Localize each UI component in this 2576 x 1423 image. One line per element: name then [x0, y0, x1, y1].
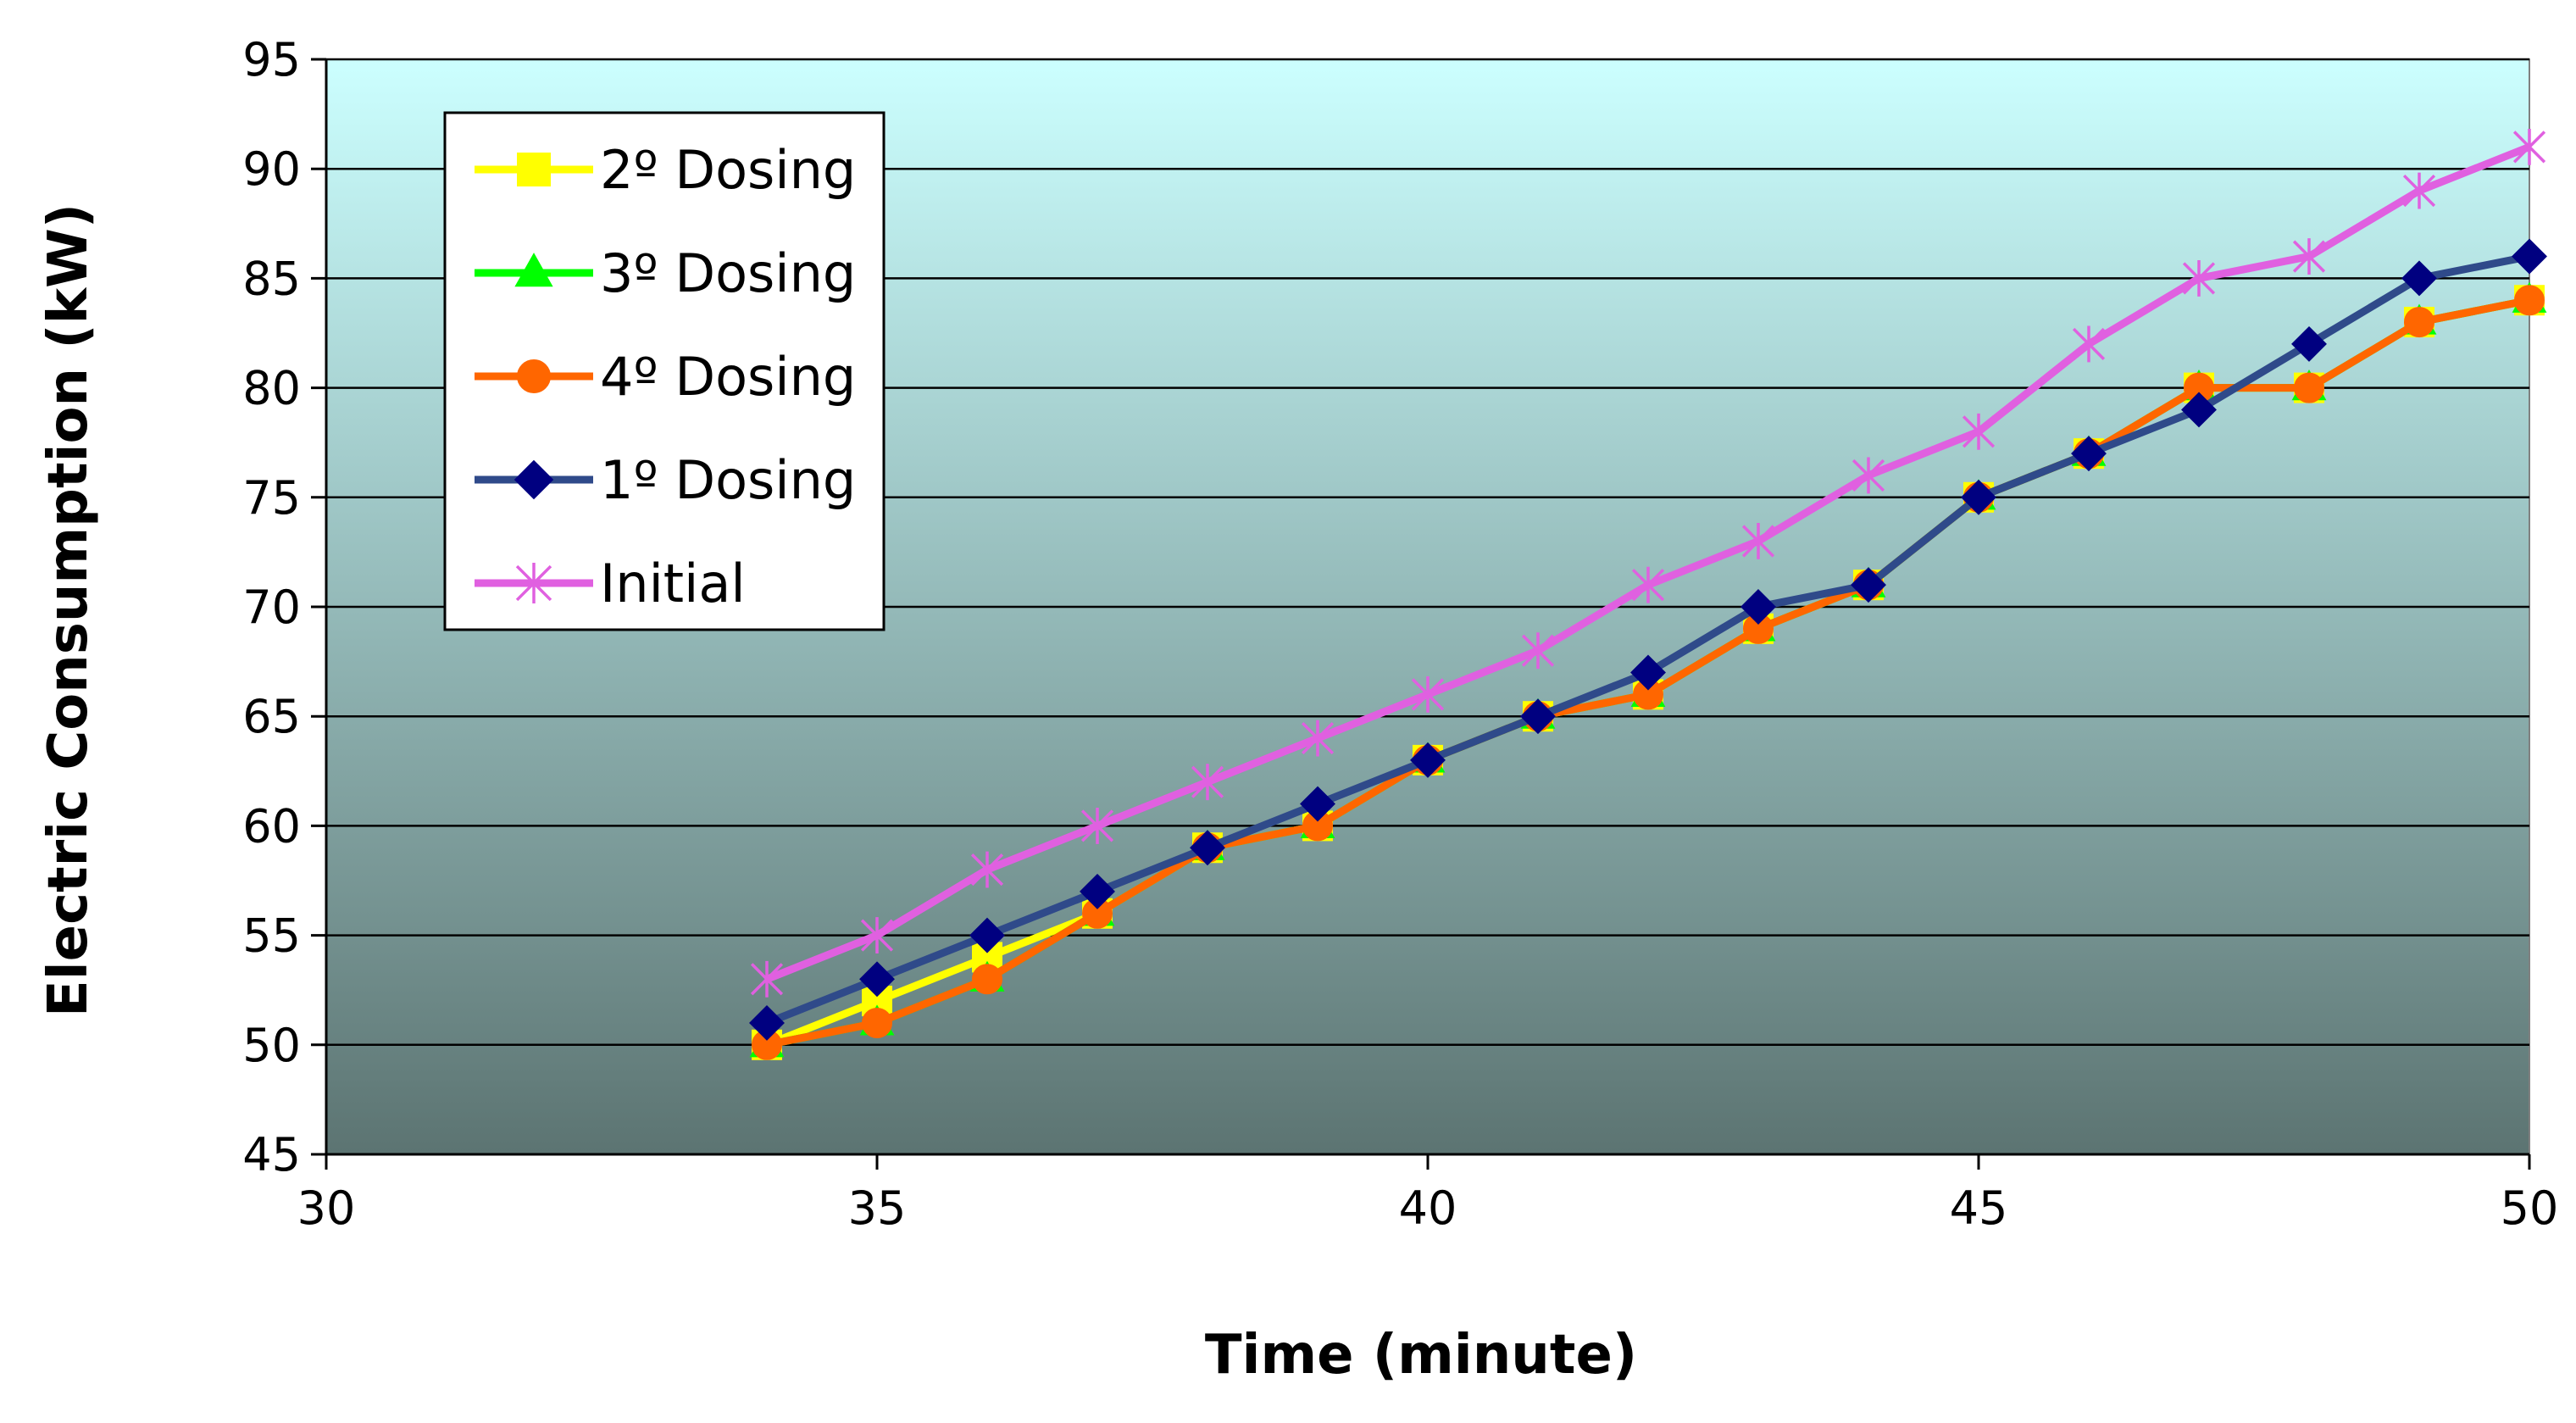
data-point	[2072, 325, 2106, 363]
legend-swatch-marker	[515, 563, 552, 603]
legend-item: 4º Dosing	[475, 346, 856, 408]
data-point	[1080, 873, 1115, 909]
y-tick-label: 70	[242, 581, 301, 634]
data-point	[2292, 238, 2326, 275]
data-point	[1410, 742, 1446, 778]
data-point	[1630, 654, 1666, 691]
data-point	[2181, 392, 2217, 428]
data-point	[1741, 523, 1775, 559]
data-point	[862, 1007, 892, 1038]
legend-item: Initial	[475, 553, 746, 614]
legend-swatch-marker	[514, 253, 553, 287]
legend-label: 3º Dosing	[600, 242, 856, 304]
legend-label: 2º Dosing	[600, 139, 856, 201]
x-tick-label: 30	[297, 1181, 356, 1235]
data-point	[1411, 675, 1445, 713]
data-point	[2294, 372, 2324, 403]
data-point	[1300, 786, 1335, 822]
legend-item: 1º Dosing	[475, 449, 856, 511]
data-point	[1852, 457, 1885, 494]
y-tick-label: 90	[242, 142, 301, 196]
x-tick-label: 35	[848, 1181, 907, 1235]
data-point	[2514, 285, 2545, 316]
data-point	[2512, 238, 2547, 275]
y-tick-label: 55	[242, 909, 301, 963]
y-tick-label: 50	[242, 1019, 301, 1072]
data-point	[859, 961, 895, 998]
data-point	[749, 1004, 785, 1041]
y-tick-label: 45	[242, 1128, 301, 1181]
data-point	[1962, 413, 1996, 450]
x-axis-title: Time (minute)	[1205, 1324, 1637, 1387]
data-point	[1961, 479, 1996, 515]
data-point	[1520, 698, 1556, 735]
legend-label: 4º Dosing	[600, 346, 856, 408]
y-tick-label: 75	[242, 471, 301, 525]
data-point	[2512, 128, 2546, 165]
x-axis: 30 35 40 45 50	[297, 1153, 2559, 1235]
data-point	[2071, 436, 2107, 472]
legend: 2º Dosing 3º Dosing 4º Dosing 1º Dosing Init…	[443, 111, 886, 631]
data-point	[970, 851, 1004, 888]
y-axis: 45 50 55 60 65 70 75 80 85 90 95	[242, 33, 328, 1181]
data-point	[1190, 830, 1225, 866]
y-tick-label: 60	[242, 799, 301, 853]
data-point	[750, 960, 784, 998]
data-point	[972, 964, 1002, 995]
y-tick-label: 65	[242, 690, 301, 743]
data-point	[1191, 764, 1224, 801]
series-1-dosing	[749, 238, 2547, 1041]
legend-swatch-marker	[517, 359, 551, 393]
series-layer	[749, 128, 2547, 1060]
legend-swatch-marker	[514, 459, 554, 500]
data-point	[1851, 567, 1886, 603]
legend-swatch-marker	[517, 153, 551, 186]
x-tick-label: 40	[1399, 1181, 1457, 1235]
x-tick-label: 45	[1950, 1181, 2008, 1235]
y-axis-title: Electric Consumption (kW)	[37, 203, 100, 1017]
data-point	[2291, 325, 2327, 362]
data-point	[2182, 259, 2216, 297]
data-point	[1631, 566, 1665, 603]
legend-item: 3º Dosing	[475, 242, 856, 304]
x-tick-label: 50	[2501, 1181, 2559, 1235]
data-point	[1521, 632, 1555, 670]
data-point	[2404, 307, 2434, 338]
data-point	[1080, 807, 1114, 844]
data-point	[2401, 260, 2437, 297]
legend-label: Initial	[600, 553, 746, 614]
data-point	[969, 917, 1005, 953]
data-point	[1301, 720, 1335, 757]
data-point	[1740, 589, 1776, 625]
legend-item: 2º Dosing	[475, 139, 856, 201]
series-initial	[750, 128, 2546, 998]
y-tick-label: 85	[242, 252, 301, 305]
y-tick-label: 95	[242, 33, 301, 86]
y-tick-label: 80	[242, 362, 301, 415]
legend-label: 1º Dosing	[600, 449, 856, 511]
data-point	[860, 917, 894, 954]
data-point	[2402, 172, 2436, 209]
